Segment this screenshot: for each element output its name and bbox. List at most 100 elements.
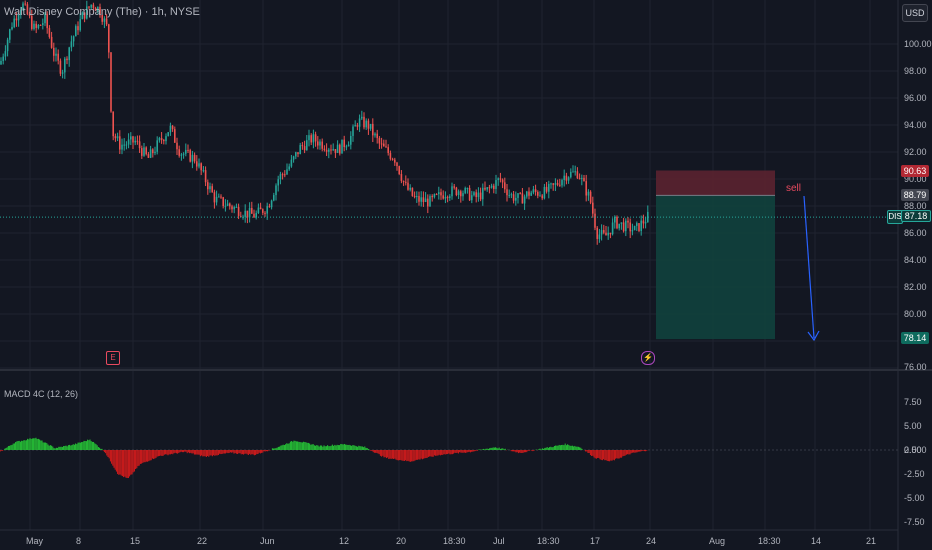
- candle-body: [629, 222, 631, 232]
- candle-body: [345, 146, 348, 148]
- candle-body: [622, 222, 625, 232]
- candle-body: [20, 9, 22, 15]
- candle-body: [4, 51, 7, 57]
- candle-body: [479, 192, 482, 200]
- target-price-tag: 78.14: [901, 332, 929, 344]
- candle-body: [587, 191, 590, 196]
- candle-body: [156, 140, 158, 152]
- candle-body: [378, 138, 381, 144]
- indicator-legend[interactable]: MACD 4C (12, 26): [4, 389, 79, 399]
- candle-body: [352, 126, 354, 136]
- candle-body: [341, 139, 343, 154]
- candle-body: [224, 205, 227, 207]
- candle-body: [176, 142, 178, 150]
- candle-body: [561, 180, 563, 186]
- candle-body: [266, 206, 268, 214]
- candle-body: [636, 223, 638, 226]
- candle-body: [42, 23, 44, 26]
- candle-body: [545, 186, 548, 192]
- candle-body: [631, 230, 634, 232]
- candle-body: [398, 166, 400, 175]
- sell-annotation[interactable]: sell: [786, 183, 802, 194]
- candle-body: [495, 180, 497, 189]
- candle-body: [455, 187, 458, 196]
- time-label: May: [26, 536, 44, 546]
- candle-body: [422, 197, 425, 203]
- candle-body: [141, 148, 143, 156]
- candle-body: [627, 220, 629, 223]
- down-arrow-head: [807, 330, 820, 342]
- candle-body: [614, 216, 616, 223]
- candle-body: [332, 149, 334, 151]
- candle-body: [268, 206, 271, 208]
- candle-body: [31, 15, 33, 29]
- candle-body: [83, 12, 86, 19]
- candle-body: [334, 149, 337, 153]
- candle-body: [244, 210, 246, 217]
- time-label: 20: [396, 536, 407, 546]
- candle-body: [361, 116, 363, 119]
- candle-body: [240, 215, 242, 217]
- candle-body: [292, 156, 295, 160]
- candle-body: [484, 187, 486, 190]
- candle-body: [427, 198, 429, 207]
- candle-body: [119, 136, 121, 150]
- macd-label: 7.50: [904, 397, 922, 407]
- candle-body: [449, 196, 451, 199]
- candle-body: [167, 132, 169, 137]
- candle-body: [374, 133, 376, 136]
- candle-body: [145, 147, 147, 155]
- price-label: 82.00: [904, 282, 927, 292]
- time-label: Jul: [493, 536, 505, 546]
- candle-body: [90, 4, 92, 8]
- candle-body: [424, 198, 427, 203]
- candle-body: [147, 154, 150, 158]
- price-label: 94.00: [904, 120, 927, 130]
- stop-price-tag: 90.63: [901, 165, 929, 177]
- candle-body: [246, 210, 249, 218]
- lightning-icon[interactable]: ⚡: [641, 351, 655, 365]
- candle-body: [196, 161, 198, 167]
- candle-body: [310, 135, 312, 143]
- candle-body: [259, 207, 262, 210]
- macd-label: 5.00: [904, 421, 922, 431]
- candle-body: [70, 41, 73, 48]
- candle-body: [264, 212, 266, 214]
- candle-body: [66, 58, 68, 61]
- candle-body: [9, 29, 11, 40]
- candle-body: [504, 182, 506, 190]
- candle-body: [625, 220, 627, 232]
- candle-body: [143, 147, 145, 156]
- candle-body: [15, 18, 18, 21]
- candle-body: [121, 144, 123, 150]
- time-label: 24: [646, 536, 657, 546]
- candle-body: [420, 197, 422, 202]
- candle-body: [543, 186, 546, 199]
- candle-body: [253, 213, 255, 218]
- chart-title: Walt Disney Company (The) · 1h, NYSE: [4, 6, 200, 18]
- candle-body: [235, 206, 238, 208]
- candle-body: [559, 184, 561, 186]
- candle-body: [515, 197, 517, 201]
- candle-body: [251, 207, 253, 214]
- candle-body: [125, 144, 128, 146]
- candle-body: [11, 26, 13, 30]
- candle-body: [554, 183, 557, 185]
- candle-body: [444, 196, 447, 199]
- candle-body: [218, 196, 220, 198]
- candle-body: [134, 140, 136, 143]
- earnings-icon[interactable]: E: [106, 351, 120, 365]
- candle-body: [275, 185, 277, 196]
- candle-body: [262, 209, 264, 213]
- price-label: 90.00: [904, 174, 927, 184]
- currency-button[interactable]: USD: [902, 4, 928, 22]
- candle-body: [367, 120, 370, 129]
- candle-body: [288, 166, 290, 170]
- candle-body: [433, 194, 436, 198]
- entry-price-tag: 88.79: [901, 189, 929, 201]
- candle-body: [429, 196, 431, 207]
- candle-body: [501, 179, 504, 183]
- candle-body: [482, 187, 484, 200]
